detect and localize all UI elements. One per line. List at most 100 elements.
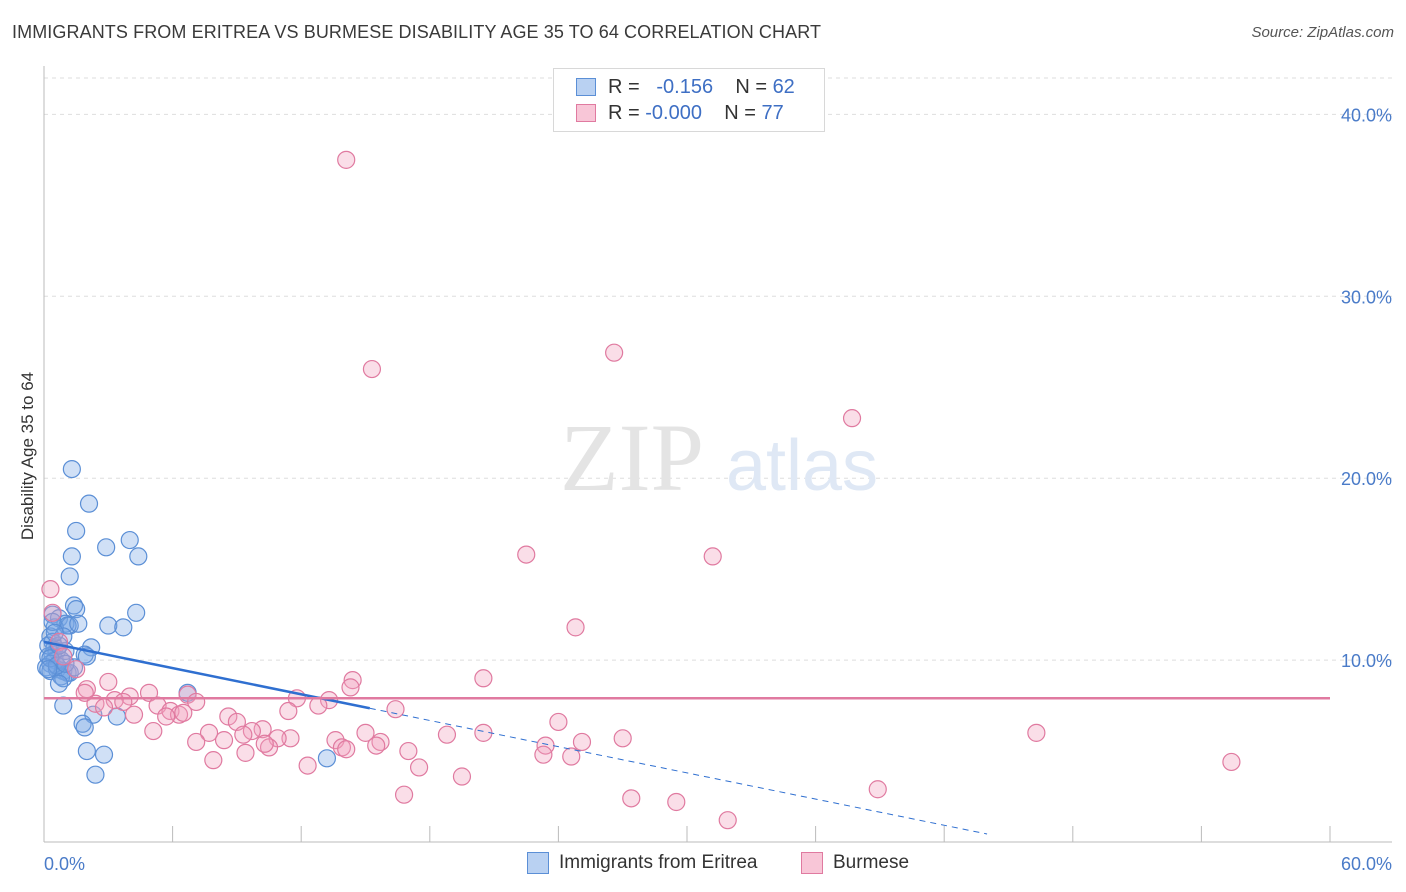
point-eritrea — [69, 614, 88, 633]
trendline-eritrea-extension — [369, 707, 988, 835]
point-burmese — [157, 707, 176, 726]
x-tick-label: 0.0% — [44, 854, 85, 874]
legend-n-label: N = — [724, 101, 756, 124]
point-eritrea — [54, 696, 73, 715]
point-burmese — [144, 721, 163, 741]
point-burmese — [437, 725, 457, 744]
point-burmese — [41, 580, 60, 599]
point-burmese — [99, 672, 118, 692]
point-burmese — [43, 603, 62, 622]
point-eritrea — [67, 521, 86, 541]
legend-n-value: 77 — [761, 101, 784, 124]
point-eritrea — [317, 749, 337, 768]
y-tick-label: 40.0% — [1341, 105, 1392, 125]
point-burmese — [622, 789, 641, 808]
point-burmese — [1222, 752, 1241, 772]
point-burmese — [474, 669, 493, 688]
point-burmese — [549, 712, 568, 732]
point-burmese — [718, 811, 737, 830]
point-burmese — [667, 792, 686, 812]
point-eritrea — [94, 745, 114, 764]
point-eritrea — [60, 567, 79, 586]
series-legend-eritrea[interactable]: Immigrants from Eritrea — [527, 852, 757, 874]
point-burmese — [572, 732, 592, 752]
point-eritrea — [62, 547, 81, 566]
point-burmese — [94, 698, 114, 717]
point-burmese — [367, 736, 386, 755]
point-eritrea — [45, 623, 64, 642]
point-eritrea — [67, 600, 86, 619]
point-burmese — [409, 758, 429, 777]
legend-r-label: R = — [608, 75, 640, 98]
point-eritrea — [75, 718, 94, 737]
point-burmese — [394, 785, 414, 804]
point-burmese — [399, 741, 418, 761]
tick-labels: 10.0% 20.0% 30.0% 40.0% 0.0% 60.0% — [44, 105, 1392, 874]
legend-row-eritrea: R = -0.156 N = 62 — [576, 75, 795, 99]
point-eritrea — [97, 538, 116, 557]
legend-r-value: -0.156 — [656, 75, 714, 98]
point-burmese — [386, 700, 405, 719]
legend-r-label: R = — [608, 101, 640, 124]
point-burmese — [199, 723, 219, 742]
point-burmese — [356, 723, 375, 742]
y-tick-label: 10.0% — [1341, 651, 1392, 671]
point-burmese — [362, 359, 382, 379]
series-label-eritrea: Immigrants from Eritrea — [559, 852, 758, 873]
point-burmese — [613, 729, 632, 748]
point-eritrea — [77, 741, 96, 761]
point-eritrea — [99, 616, 118, 635]
legend-swatch-eritrea — [576, 78, 596, 96]
point-burmese — [534, 745, 553, 764]
point-eritrea — [56, 654, 75, 673]
point-burmese — [67, 660, 86, 679]
point-burmese — [517, 545, 536, 564]
point-eritrea — [129, 547, 148, 566]
series-swatch-burmese — [801, 852, 823, 874]
point-burmese — [842, 409, 862, 428]
point-burmese — [174, 703, 193, 722]
chart-title: IMMIGRANTS FROM ERITREA VS BURMESE DISAB… — [12, 22, 822, 42]
point-eritrea — [114, 618, 133, 637]
watermark: ZIP atlas — [560, 404, 878, 511]
y-tick-label: 30.0% — [1341, 287, 1392, 307]
point-eritrea — [49, 674, 69, 693]
point-burmese — [54, 647, 73, 666]
legend-swatch-burmese — [576, 104, 596, 122]
point-burmese — [234, 725, 253, 744]
point-eritrea — [39, 660, 58, 679]
point-burmese — [1027, 723, 1046, 742]
series-label-burmese: Burmese — [833, 852, 910, 873]
series-legend-burmese[interactable]: Burmese — [801, 852, 909, 874]
point-eritrea — [120, 530, 139, 550]
point-burmese — [279, 701, 298, 721]
point-burmese — [341, 678, 360, 697]
correlation-legend: R = -0.156 N = 62 R = -0.000 N = 77 — [553, 68, 825, 132]
legend-n-value: 62 — [772, 75, 795, 98]
watermark-atlas: atlas — [726, 426, 878, 506]
point-burmese — [566, 618, 585, 637]
axes — [43, 66, 1392, 843]
grid-lines — [44, 77, 1392, 661]
point-burmese — [187, 732, 206, 752]
watermark-zip: ZIP — [560, 404, 704, 511]
series-swatch-eritrea — [527, 852, 549, 874]
point-burmese — [337, 150, 356, 169]
legend-r-value: -0.000 — [645, 101, 702, 124]
point-eritrea — [86, 765, 105, 784]
point-eritrea — [62, 459, 81, 479]
point-burmese — [204, 751, 223, 770]
point-eritrea — [79, 494, 99, 513]
legend-row-burmese: R = -0.000 N = 77 — [576, 101, 784, 125]
legend-n-label: N = — [735, 75, 767, 98]
point-eritrea — [127, 603, 146, 622]
source-label: Source: ZipAtlas.com — [1251, 24, 1394, 41]
point-burmese — [452, 767, 472, 786]
point-burmese — [605, 343, 624, 362]
y-tick-label: 20.0% — [1341, 469, 1392, 489]
trend-lines — [43, 640, 1330, 835]
point-burmese — [124, 705, 144, 724]
point-burmese — [343, 671, 362, 690]
point-burmese — [337, 740, 356, 759]
